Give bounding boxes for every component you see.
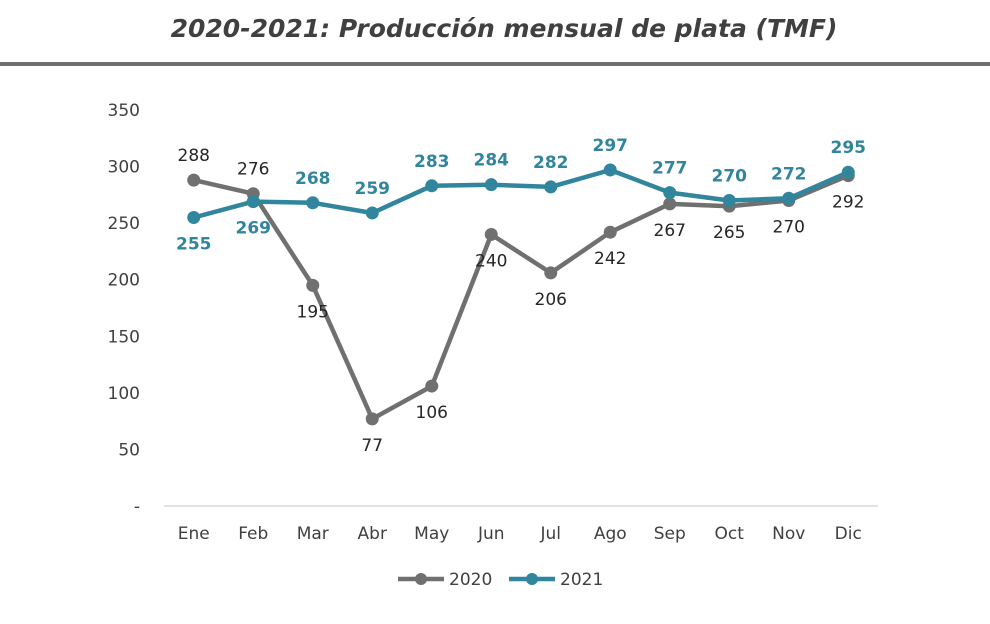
data-labels: 288 276 195 77 106 240 206 242 267 265 270 292 255 26… bbox=[176, 136, 866, 456]
y-tick-label: 150 bbox=[108, 327, 140, 347]
data-point-2021 bbox=[782, 191, 796, 205]
x-tick-label: Oct bbox=[715, 524, 745, 544]
data-label-2020: 77 bbox=[361, 436, 383, 456]
series-line-2020 bbox=[191, 173, 851, 422]
y-tick-label: 250 bbox=[108, 214, 140, 234]
data-point-2021 bbox=[544, 180, 558, 194]
data-label-2020: 288 bbox=[178, 146, 210, 166]
data-label-2020: 240 bbox=[475, 251, 507, 271]
data-label-2021: 277 bbox=[652, 159, 688, 179]
data-label-2021: 295 bbox=[831, 138, 867, 158]
title-divider bbox=[0, 62, 990, 66]
data-label-2020: 195 bbox=[297, 302, 329, 322]
legend: 2020 2021 bbox=[398, 570, 603, 590]
x-tick-label: Feb bbox=[238, 524, 268, 544]
data-point-2021 bbox=[425, 179, 439, 193]
data-label-2021: 270 bbox=[712, 167, 748, 187]
x-tick-label: Mar bbox=[297, 524, 329, 544]
data-point-2020 bbox=[187, 173, 201, 187]
data-label-2021: 269 bbox=[236, 219, 272, 239]
series-lines bbox=[191, 167, 851, 422]
data-point-2021 bbox=[306, 196, 320, 210]
legend-label-2021: 2021 bbox=[560, 570, 603, 590]
x-tick-label: Jun bbox=[477, 524, 505, 544]
x-axis: Ene Feb Mar Abr May Jun Jul Ago Sep Oct Nov Dic bbox=[178, 524, 862, 544]
legend-label-2020: 2020 bbox=[449, 570, 492, 590]
chart-title: 2020-2021: Producción mensual de plata (… bbox=[170, 14, 838, 43]
data-label-2020: 292 bbox=[832, 193, 864, 213]
data-label-2021: 272 bbox=[771, 164, 807, 184]
data-label-2020: 267 bbox=[654, 221, 686, 241]
data-point-2021 bbox=[603, 163, 617, 177]
y-tick-label: 300 bbox=[108, 158, 140, 178]
x-tick-label: Dic bbox=[835, 524, 862, 544]
data-point-2021 bbox=[365, 206, 379, 220]
data-point-2020 bbox=[425, 379, 439, 393]
data-label-2020: 242 bbox=[594, 249, 626, 269]
x-tick-label: Nov bbox=[772, 524, 805, 544]
data-label-2020: 270 bbox=[773, 218, 805, 238]
data-point-2021 bbox=[663, 186, 677, 200]
y-tick-label: 200 bbox=[108, 271, 140, 291]
data-point-2020 bbox=[603, 225, 617, 239]
x-tick-label: Ago bbox=[594, 524, 627, 544]
data-point-2021 bbox=[841, 165, 855, 179]
data-label-2021: 268 bbox=[295, 169, 331, 189]
data-label-2021: 297 bbox=[593, 136, 629, 156]
data-point-2020 bbox=[663, 197, 677, 211]
data-point-2021 bbox=[246, 195, 260, 209]
data-point-2020 bbox=[484, 227, 498, 241]
data-point-2021 bbox=[484, 178, 498, 192]
y-tick-label: 100 bbox=[108, 384, 140, 404]
data-label-2020: 206 bbox=[535, 290, 567, 310]
data-label-2021: 255 bbox=[176, 234, 212, 254]
y-tick-label: - bbox=[134, 497, 140, 517]
y-tick-label: 50 bbox=[118, 440, 140, 460]
data-label-2020: 106 bbox=[416, 403, 448, 423]
x-tick-label: Abr bbox=[358, 524, 387, 544]
series-line-2021 bbox=[191, 167, 851, 220]
data-label-2020: 265 bbox=[713, 223, 745, 243]
x-tick-label: Ene bbox=[178, 524, 210, 544]
y-tick-label: 350 bbox=[108, 101, 140, 121]
data-label-2021: 284 bbox=[474, 151, 510, 171]
x-tick-label: Sep bbox=[654, 524, 686, 544]
data-label-2021: 283 bbox=[414, 152, 450, 172]
series-markers bbox=[187, 163, 855, 426]
data-label-2021: 282 bbox=[533, 153, 569, 173]
legend-marker-2020 bbox=[415, 573, 427, 585]
data-point-2021 bbox=[722, 194, 736, 208]
data-label-2020: 276 bbox=[237, 160, 269, 180]
data-point-2020 bbox=[306, 278, 320, 292]
y-axis: - 50 100 150 200 250 300 350 bbox=[108, 101, 140, 517]
data-label-2021: 259 bbox=[355, 179, 391, 199]
data-point-2021 bbox=[187, 210, 201, 224]
x-tick-label: May bbox=[414, 524, 449, 544]
data-point-2020 bbox=[365, 412, 379, 426]
data-point-2020 bbox=[544, 266, 558, 280]
x-tick-label: Jul bbox=[539, 524, 561, 544]
legend-marker-2021 bbox=[526, 573, 538, 585]
